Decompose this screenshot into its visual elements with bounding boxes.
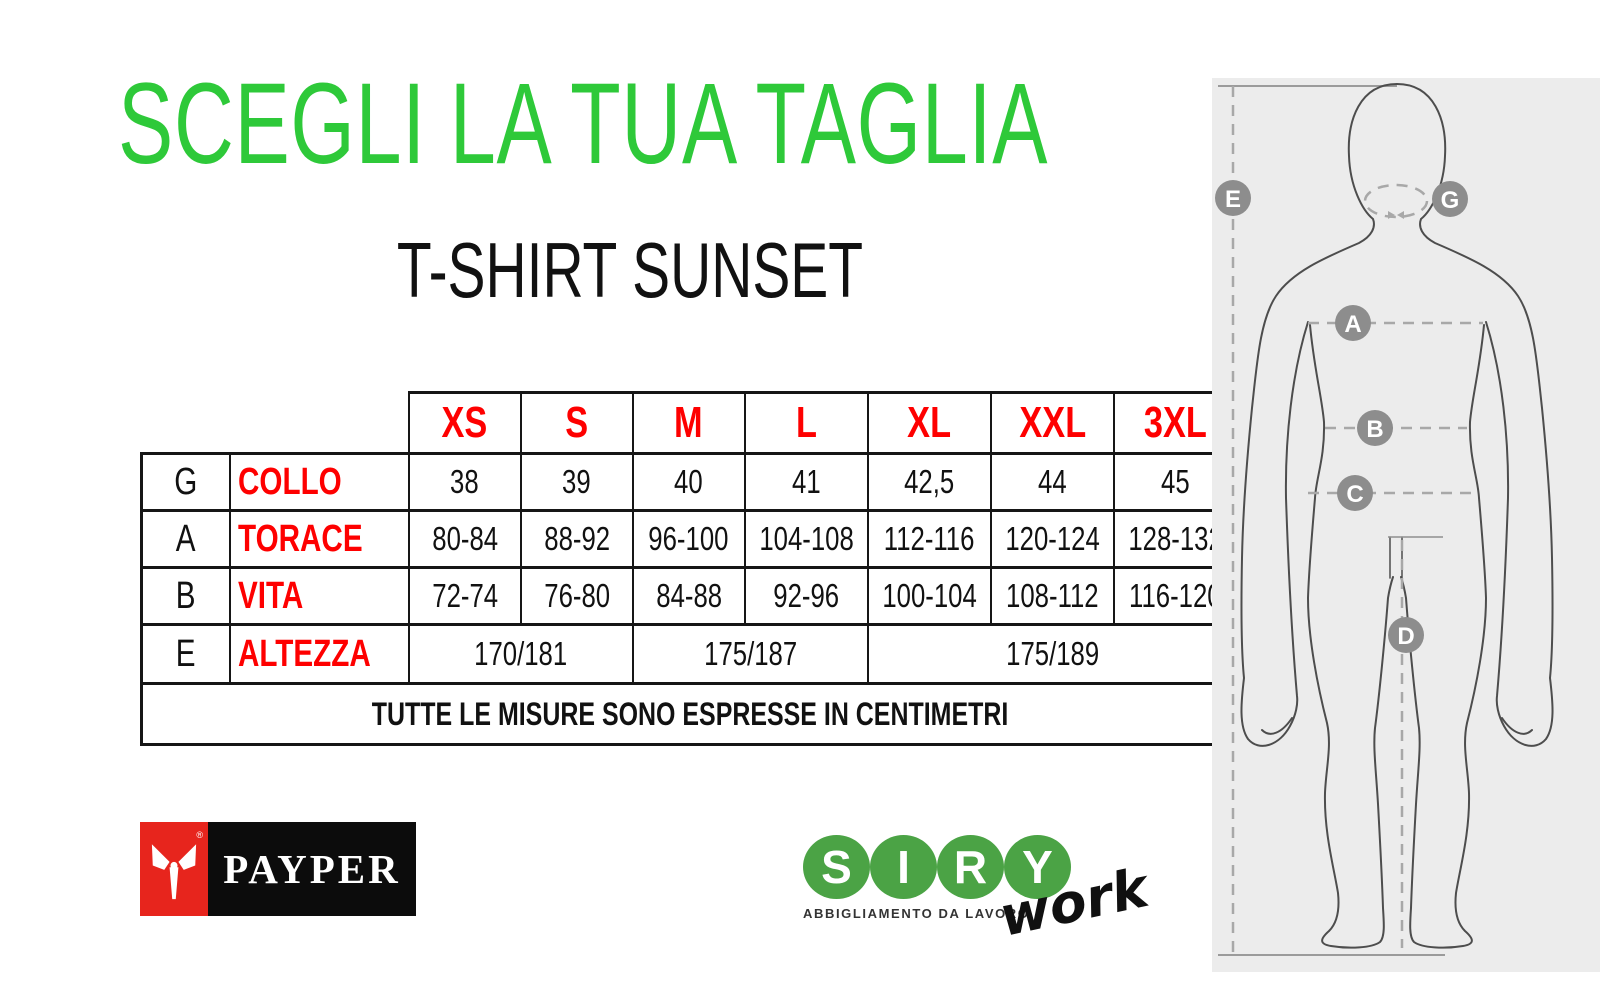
measure-badge-c: C: [1337, 475, 1373, 511]
neck-measure-ellipse: [1363, 183, 1429, 219]
siry-letter: S: [821, 841, 852, 893]
measure-value: 175/187: [631, 623, 868, 684]
siry-letter-circle: I: [870, 835, 937, 899]
measure-value: 175/189: [866, 623, 1240, 684]
siry-tagline: ABBIGLIAMENTO DA LAVORO: [803, 906, 1030, 921]
payper-wordmark: PAYPER: [208, 822, 416, 916]
measure-value: 100-104: [866, 566, 991, 625]
siry-letter-circles: S I R Y: [803, 835, 1203, 899]
measure-value: 108-112: [989, 566, 1115, 625]
size-col-header: S: [519, 391, 633, 454]
left-hand-curl: [1261, 717, 1293, 735]
measure-value: 92-96: [743, 566, 868, 625]
measure-letter: A: [140, 509, 230, 568]
units-note: TUTTE LE MISURE SONO ESPRESSE IN CENTIME…: [139, 682, 1240, 746]
measure-value: 112-116: [866, 509, 991, 568]
measure-letter: G: [140, 452, 230, 511]
measure-letter: E: [140, 623, 230, 684]
payper-y-icon: [151, 844, 197, 900]
measure-label: COLLO: [228, 452, 409, 511]
measure-row-torace: A TORACE 80-84 88-92 96-100 104-108 112-…: [140, 509, 1240, 568]
measure-value: 88-92: [519, 509, 633, 568]
siry-letter-circle: Y: [1004, 835, 1071, 899]
measure-value: 84-88: [631, 566, 745, 625]
header-spacer: [141, 392, 409, 454]
size-col-header: L: [743, 391, 868, 454]
svg-text:B: B: [1366, 416, 1383, 443]
measure-value: 170/181: [407, 623, 633, 684]
diagram-background: [1212, 78, 1600, 972]
neck-marker-icon: [1388, 211, 1404, 219]
product-title: T-SHIRT SUNSET: [396, 226, 864, 314]
measure-value: 72-74: [407, 566, 521, 625]
svg-text:D: D: [1397, 623, 1414, 650]
measure-badge-a: A: [1335, 305, 1371, 341]
measure-row-collo: G COLLO 38 39 40 41 42,5 44 45: [140, 452, 1240, 511]
measure-label: ALTEZZA: [228, 623, 409, 684]
measure-label: TORACE: [228, 509, 409, 568]
measure-badge-d: D: [1388, 617, 1424, 653]
measure-value: 38: [407, 452, 521, 511]
measure-value: 44: [989, 452, 1115, 511]
size-header-row: XS S M L XL XXL 3XL: [141, 391, 1240, 454]
right-hand-curl: [1501, 717, 1533, 735]
page-title: SCEGLI LA TUA TAGLIA: [118, 60, 1049, 188]
svg-text:E: E: [1225, 186, 1241, 213]
body-silhouette: [1240, 83, 1554, 949]
measure-badge-e: E: [1215, 180, 1251, 216]
measure-badge-g: G: [1432, 181, 1468, 217]
siry-letter: I: [897, 841, 910, 893]
registered-mark: ®: [196, 830, 203, 840]
svg-text:C: C: [1346, 481, 1363, 508]
body-measurement-diagram: E G A B C D: [1212, 78, 1600, 972]
size-col-header: M: [631, 391, 745, 454]
payper-logo-mark: ®: [140, 822, 208, 916]
siry-letter-circle: S: [803, 835, 870, 899]
measure-value: 41: [743, 452, 868, 511]
measure-badge-b: B: [1357, 410, 1393, 446]
size-col-header: XS: [407, 391, 521, 454]
measure-value: 42,5: [866, 452, 991, 511]
svg-text:A: A: [1344, 311, 1361, 338]
measure-value: 76-80: [519, 566, 633, 625]
measure-row-vita: B VITA 72-74 76-80 84-88 92-96 100-104 1…: [140, 566, 1240, 625]
measure-value: 40: [631, 452, 745, 511]
siry-letter: R: [953, 841, 988, 893]
table-footer-row: TUTTE LE MISURE SONO ESPRESSE IN CENTIME…: [139, 682, 1240, 746]
size-col-header: XXL: [989, 391, 1115, 454]
measure-value: 104-108: [743, 509, 868, 568]
siry-logo: S I R Y ABBIGLIAMENTO DA LAVORO work: [803, 835, 1203, 949]
measure-letter: B: [140, 566, 230, 625]
size-table: XS S M L XL XXL 3XL G COLLO 38 39 40 41 …: [139, 391, 1240, 746]
measure-value: 80-84: [407, 509, 521, 568]
size-col-header: XL: [866, 391, 991, 454]
payper-logo: ® PAYPER: [140, 822, 416, 916]
measure-value: 96-100: [631, 509, 745, 568]
siry-letter-circle: R: [937, 835, 1004, 899]
measure-value: 120-124: [989, 509, 1115, 568]
size-table-container: XS S M L XL XXL 3XL G COLLO 38 39 40 41 …: [139, 391, 1240, 746]
measure-row-altezza: E ALTEZZA 170/181 175/187 175/189: [140, 623, 1240, 684]
measure-value: 39: [519, 452, 633, 511]
siry-letter: Y: [1022, 841, 1053, 893]
measure-label: VITA: [228, 566, 409, 625]
svg-text:G: G: [1441, 187, 1460, 214]
